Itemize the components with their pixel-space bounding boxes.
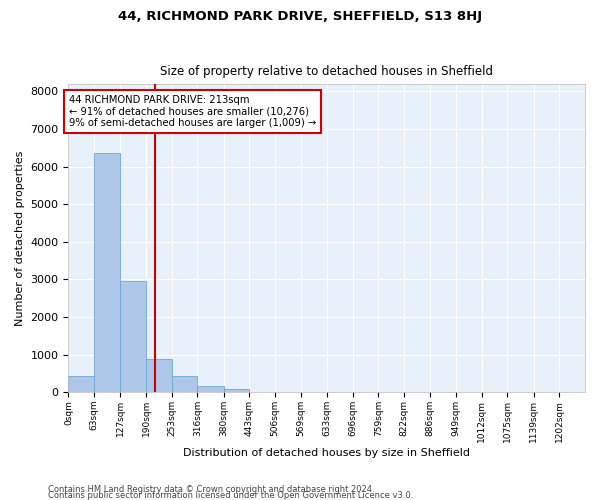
Text: 44, RICHMOND PARK DRIVE, SHEFFIELD, S13 8HJ: 44, RICHMOND PARK DRIVE, SHEFFIELD, S13 …	[118, 10, 482, 23]
Bar	[224, 389, 250, 392]
Text: Contains HM Land Registry data © Crown copyright and database right 2024.: Contains HM Land Registry data © Crown c…	[48, 484, 374, 494]
Title: Size of property relative to detached houses in Sheffield: Size of property relative to detached ho…	[160, 66, 493, 78]
Bar	[94, 154, 120, 392]
Bar	[172, 376, 197, 392]
Bar	[68, 376, 94, 392]
Text: Contains public sector information licensed under the Open Government Licence v3: Contains public sector information licen…	[48, 491, 413, 500]
Bar	[146, 360, 172, 392]
Bar	[197, 386, 224, 392]
X-axis label: Distribution of detached houses by size in Sheffield: Distribution of detached houses by size …	[183, 448, 470, 458]
Text: 44 RICHMOND PARK DRIVE: 213sqm
← 91% of detached houses are smaller (10,276)
9% : 44 RICHMOND PARK DRIVE: 213sqm ← 91% of …	[68, 95, 316, 128]
Y-axis label: Number of detached properties: Number of detached properties	[15, 150, 25, 326]
Bar	[120, 282, 146, 392]
